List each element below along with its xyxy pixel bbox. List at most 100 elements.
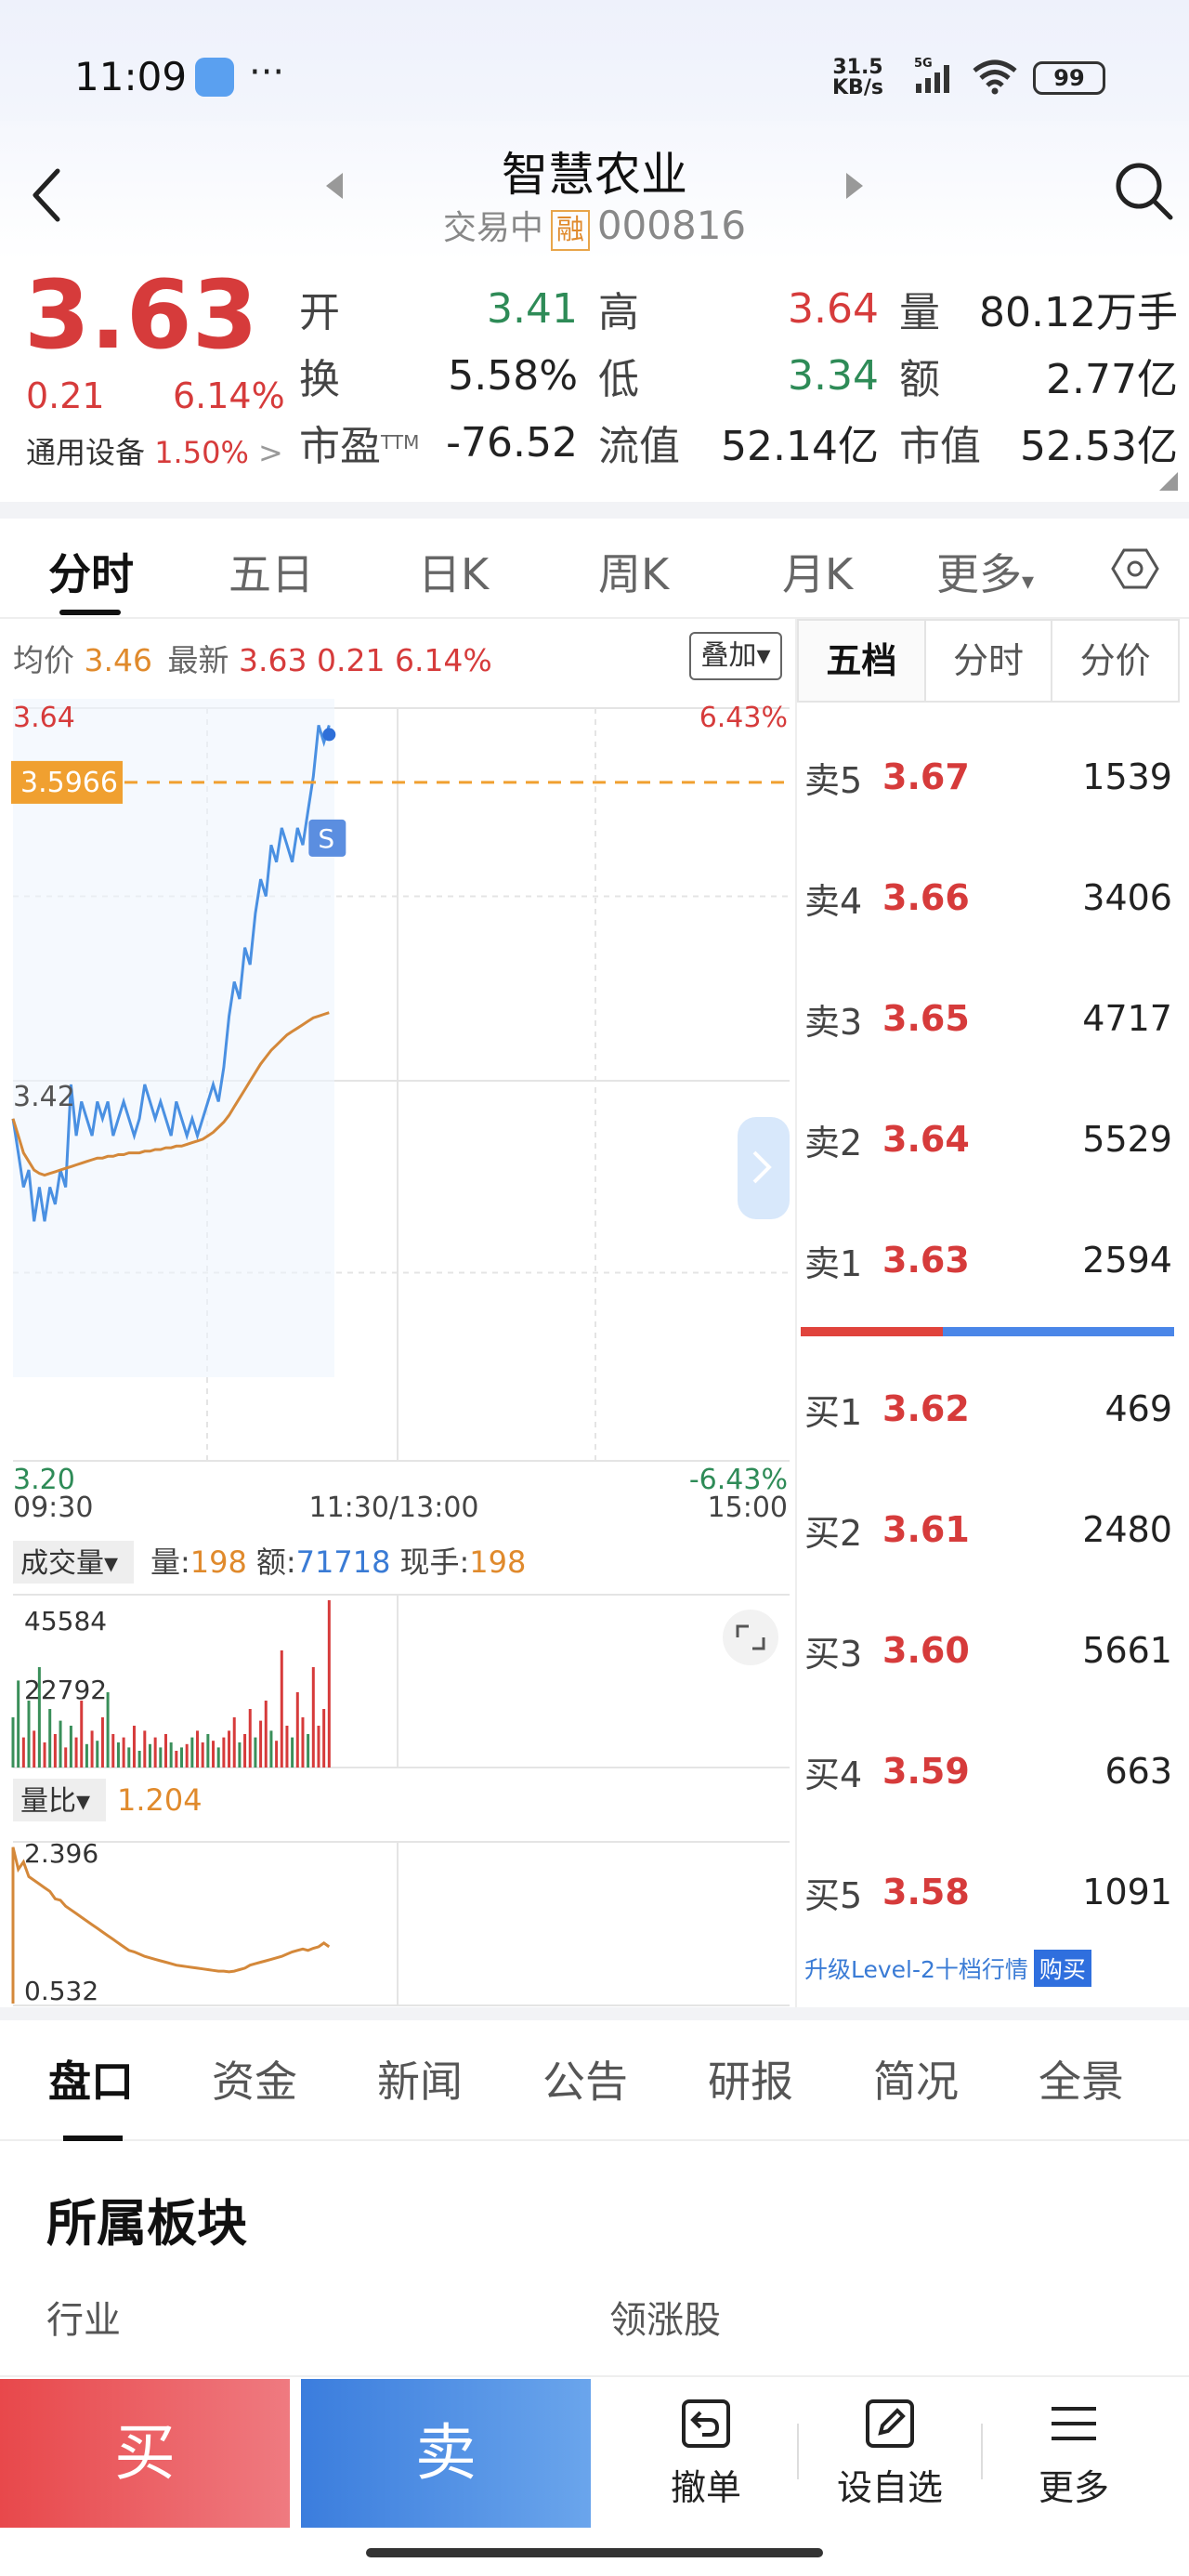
- battery-indicator: 99: [1033, 61, 1105, 95]
- volume-bar: [21, 1737, 25, 1768]
- separator: [797, 2424, 799, 2479]
- sector-percent: 1.50%: [154, 435, 249, 470]
- cancel-order-icon: [682, 2399, 730, 2448]
- ratio-selector[interactable]: 量比▾: [20, 1785, 90, 1818]
- volume-bar: [275, 1741, 279, 1768]
- tab-announcements[interactable]: 公告: [542, 2057, 628, 2107]
- volume-bar: [163, 1734, 167, 1768]
- tab-price-distribution[interactable]: 分价: [1079, 640, 1151, 681]
- settings-hex-icon[interactable]: [1111, 545, 1159, 593]
- sell-button[interactable]: 卖: [301, 2379, 591, 2528]
- volume-bar: [53, 1734, 57, 1768]
- add-watchlist-button[interactable]: 设自选: [816, 2396, 964, 2517]
- buy-button[interactable]: 买: [0, 2379, 290, 2528]
- tab-daily-k[interactable]: 日K: [418, 549, 490, 599]
- sector-name: 通用设备: [26, 435, 146, 470]
- volume-bar: [43, 1742, 46, 1768]
- ask-row[interactable]: 卖5 3.67 1539: [804, 756, 1172, 801]
- sector-panel: 所属板块 行业 领涨股: [0, 2143, 1189, 2375]
- volume-bar: [153, 1737, 157, 1768]
- menu-icon: [1052, 2407, 1096, 2440]
- volume-bar: [69, 1726, 72, 1768]
- volume-bar: [111, 1734, 115, 1768]
- volume-bar: [137, 1751, 141, 1768]
- volume-bar: [254, 1737, 257, 1768]
- tab-handicap[interactable]: 盘口: [48, 2057, 134, 2107]
- price-line: [11, 724, 331, 1222]
- status-time: 11:09: [74, 54, 188, 99]
- bid-row[interactable]: 买3 3.60 5661: [804, 1630, 1172, 1675]
- ratio-value: 1.204: [117, 1782, 203, 1818]
- tab-weekly-k[interactable]: 周K: [598, 549, 670, 599]
- weather-app-icon: [195, 58, 234, 97]
- volume-bar: [307, 1734, 310, 1768]
- tab-research[interactable]: 研报: [708, 2057, 793, 2107]
- signal-s-marker[interactable]: [308, 819, 346, 857]
- volume-bar: [201, 1742, 204, 1768]
- volume-bar: [243, 1734, 247, 1768]
- y-axis-bottom: 3.20: [13, 1464, 75, 1496]
- chart-period-tabs: 分时 五日 日K 周K 月K 更多▾: [0, 520, 1189, 619]
- overlay-button[interactable]: 叠加▾: [689, 632, 782, 680]
- expand-corner-icon[interactable]: [1159, 472, 1178, 491]
- more-label: 更多: [1038, 2467, 1109, 2508]
- ask-row[interactable]: 卖1 3.63 2594: [804, 1240, 1172, 1284]
- stock-code: 000816: [596, 203, 747, 248]
- avg-value: 3.46: [84, 642, 152, 678]
- divider: [0, 2007, 1189, 2020]
- more-notifications-icon: ···: [249, 51, 285, 94]
- cancel-order-button[interactable]: 撤单: [632, 2396, 780, 2517]
- volume-bar: [232, 1717, 236, 1768]
- latest-change: 0.21: [316, 642, 385, 678]
- volume-bar: [196, 1730, 200, 1768]
- volume-selector[interactable]: 成交量▾: [20, 1547, 118, 1580]
- volume-bar: [238, 1742, 242, 1768]
- ask-row[interactable]: 卖4 3.66 3406: [804, 877, 1172, 922]
- tab-intraday[interactable]: 分时: [48, 549, 134, 599]
- back-icon[interactable]: [20, 158, 76, 232]
- expand-panel-handle[interactable]: [738, 1117, 790, 1219]
- sector-link[interactable]: 通用设备 1.50% >: [26, 429, 283, 472]
- intraday-chart[interactable]: 3.5966 S 3.64 3.42 3.20 6.43% -6.43% 09:…: [0, 619, 795, 2009]
- volume-bar: [322, 1709, 326, 1768]
- quote-turnover: 换 5.58%: [299, 351, 578, 404]
- tab-news[interactable]: 新闻: [377, 2057, 463, 2107]
- tab-profile[interactable]: 简况: [873, 2057, 959, 2107]
- stock-subtitle: 交易中融 000816: [0, 201, 1189, 251]
- expand-icon[interactable]: [736, 1624, 765, 1650]
- x-tick-midday: 11:30/13:00: [308, 1492, 478, 1524]
- ask-row[interactable]: 卖3 3.65 4717: [804, 998, 1172, 1043]
- level2-upgrade-link[interactable]: 升级Level-2十档行情 购买: [804, 1950, 1091, 1987]
- tab-five-levels[interactable]: 五档: [799, 621, 926, 701]
- search-icon[interactable]: [1111, 158, 1176, 223]
- volume-bar: [206, 1734, 210, 1768]
- y-axis-right-bottom: -6.43%: [689, 1464, 788, 1496]
- latest-percent: 6.14%: [394, 642, 492, 678]
- tab-panorama[interactable]: 全景: [1039, 2057, 1124, 2107]
- tab-monthly-k[interactable]: 月K: [782, 549, 854, 599]
- bid-row[interactable]: 买2 3.61 2480: [804, 1509, 1172, 1554]
- bid-row[interactable]: 买5 3.58 1091: [804, 1872, 1172, 1916]
- tab-active-underline: [63, 2136, 123, 2141]
- tab-ticks[interactable]: 分时: [926, 621, 1053, 701]
- section-title: 所属板块: [46, 2194, 247, 2253]
- tab-active-underline: [59, 610, 121, 615]
- buy-level2-button[interactable]: 购买: [1033, 1950, 1091, 1987]
- tab-funds[interactable]: 资金: [212, 2057, 297, 2107]
- quote-high: 高 3.64: [598, 284, 879, 337]
- volume-bar: [259, 1720, 263, 1768]
- separator: [981, 2424, 983, 2479]
- prev-stock-arrow-icon[interactable]: [320, 167, 348, 204]
- reference-price-tag: [11, 760, 123, 804]
- bid-row[interactable]: 买4 3.59 663: [804, 1751, 1172, 1795]
- volume-bar: [85, 1743, 88, 1768]
- volume-bar: [311, 1667, 315, 1768]
- tab-five-day[interactable]: 五日: [229, 549, 314, 599]
- next-stock-arrow-icon[interactable]: [841, 167, 869, 204]
- more-button[interactable]: 更多: [1000, 2396, 1148, 2517]
- quote-volume: 量 80.12万手: [899, 289, 1178, 336]
- y-axis-right-top: 6.43%: [699, 702, 788, 734]
- tab-more[interactable]: 更多▾: [936, 541, 1034, 602]
- bid-row[interactable]: 买1 3.62 469: [804, 1388, 1172, 1433]
- ask-row[interactable]: 卖2 3.64 5529: [804, 1119, 1172, 1163]
